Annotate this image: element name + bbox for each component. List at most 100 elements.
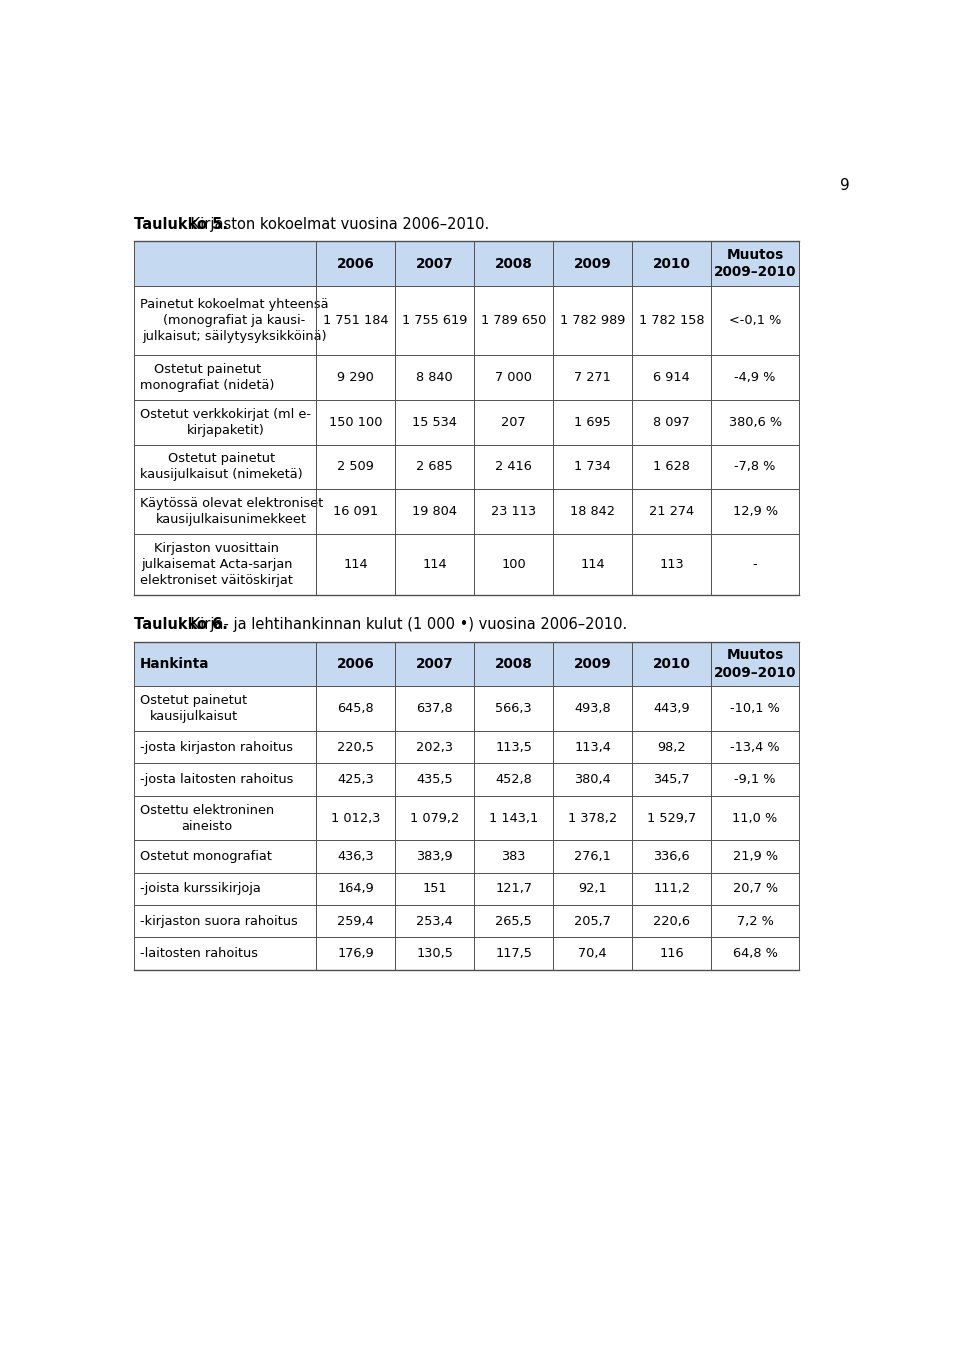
Text: 16 091: 16 091 [333, 505, 378, 517]
Bar [134, 872, 799, 905]
Text: -kirjaston suora rahoitus: -kirjaston suora rahoitus [140, 914, 298, 928]
Bar [134, 534, 799, 596]
Text: -josta laitosten rahoitus: -josta laitosten rahoitus [140, 773, 294, 786]
Text: 493,8: 493,8 [574, 702, 612, 715]
Text: -7,8 %: -7,8 % [734, 460, 776, 474]
Text: 1 143,1: 1 143,1 [489, 812, 539, 824]
Text: 176,9: 176,9 [337, 947, 374, 960]
Text: 220,5: 220,5 [337, 741, 374, 754]
Text: 64,8 %: 64,8 % [732, 947, 778, 960]
Text: 2010: 2010 [653, 256, 691, 271]
Text: 265,5: 265,5 [495, 914, 532, 928]
Text: 253,4: 253,4 [417, 914, 453, 928]
Text: 452,8: 452,8 [495, 773, 532, 786]
Text: 7 271: 7 271 [574, 371, 612, 385]
Text: 20,7 %: 20,7 % [732, 883, 778, 895]
Bar [134, 445, 799, 489]
Text: 130,5: 130,5 [417, 947, 453, 960]
Text: 2007: 2007 [416, 657, 453, 671]
Text: -10,1 %: -10,1 % [731, 702, 780, 715]
Text: -4,9 %: -4,9 % [734, 371, 776, 385]
Text: 100: 100 [501, 559, 526, 571]
Text: 443,9: 443,9 [654, 702, 690, 715]
Text: 336,6: 336,6 [654, 850, 690, 862]
Bar [134, 764, 799, 795]
Text: Muutos
2009–2010: Muutos 2009–2010 [714, 649, 797, 679]
Text: -joista kurssikirjoja: -joista kurssikirjoja [140, 883, 261, 895]
Text: 164,9: 164,9 [337, 883, 374, 895]
Text: Ostetut verkkokirjat (ml e-
kirjapaketit): Ostetut verkkokirjat (ml e- kirjapaketit… [140, 408, 311, 437]
Bar [134, 731, 799, 764]
Bar [134, 286, 799, 355]
Text: 2006: 2006 [337, 256, 374, 271]
Text: 114: 114 [344, 559, 368, 571]
Bar [134, 489, 799, 534]
Text: 7,2 %: 7,2 % [736, 914, 774, 928]
Text: 23 113: 23 113 [492, 505, 537, 517]
Text: 8 097: 8 097 [654, 416, 690, 428]
Text: Ostettu elektroninen
aineisto: Ostettu elektroninen aineisto [140, 804, 275, 832]
Text: 8 840: 8 840 [417, 371, 453, 385]
Bar [134, 905, 799, 938]
Text: 637,8: 637,8 [417, 702, 453, 715]
Text: Käytössä olevat elektroniset
kausijulkaisunimekkeet: Käytössä olevat elektroniset kausijulkai… [140, 497, 324, 526]
Text: -laitosten rahoitus: -laitosten rahoitus [140, 947, 258, 960]
Text: 121,7: 121,7 [495, 883, 532, 895]
Text: Ostetut monografiat: Ostetut monografiat [140, 850, 272, 862]
Text: 1 751 184: 1 751 184 [323, 314, 389, 327]
Text: 2006: 2006 [337, 657, 374, 671]
Text: 1 755 619: 1 755 619 [402, 314, 468, 327]
Text: 114: 114 [422, 559, 447, 571]
Text: Ostetut painetut
kausijulkaisut (nimeketä): Ostetut painetut kausijulkaisut (nimeket… [140, 452, 303, 482]
Text: Ostetut painetut
monografiat (nidetä): Ostetut painetut monografiat (nidetä) [140, 363, 275, 392]
Text: Kirja- ja lehtihankinnan kulut (1 000 •) vuosina 2006–2010.: Kirja- ja lehtihankinnan kulut (1 000 •)… [186, 617, 627, 632]
Text: 566,3: 566,3 [495, 702, 532, 715]
Text: 151: 151 [422, 883, 447, 895]
Text: 435,5: 435,5 [417, 773, 453, 786]
Text: Taulukko 6.: Taulukko 6. [134, 617, 228, 632]
Text: -josta kirjaston rahoitus: -josta kirjaston rahoitus [140, 741, 293, 754]
Text: 117,5: 117,5 [495, 947, 532, 960]
Text: 1 789 650: 1 789 650 [481, 314, 546, 327]
Bar [134, 241, 799, 286]
Text: 12,9 %: 12,9 % [732, 505, 778, 517]
Text: 113: 113 [660, 559, 684, 571]
Text: 1 782 158: 1 782 158 [639, 314, 705, 327]
Text: 202,3: 202,3 [416, 741, 453, 754]
Text: 1 734: 1 734 [574, 460, 612, 474]
Text: 116: 116 [660, 947, 684, 960]
Bar [134, 686, 799, 731]
Text: 6 914: 6 914 [654, 371, 690, 385]
Text: 19 804: 19 804 [412, 505, 457, 517]
Text: 1 628: 1 628 [654, 460, 690, 474]
Text: 1 782 989: 1 782 989 [560, 314, 625, 327]
Text: 220,6: 220,6 [654, 914, 690, 928]
Text: 11,0 %: 11,0 % [732, 812, 778, 824]
Text: 2008: 2008 [494, 657, 533, 671]
Text: -: - [753, 559, 757, 571]
Bar [134, 795, 799, 841]
Text: Taulukko 5.: Taulukko 5. [134, 218, 228, 231]
Bar [134, 841, 799, 872]
Text: 9 290: 9 290 [337, 371, 374, 385]
Text: -13,4 %: -13,4 % [731, 741, 780, 754]
Text: Kirjaston kokoelmat vuosina 2006–2010.: Kirjaston kokoelmat vuosina 2006–2010. [186, 218, 490, 231]
Text: 380,4: 380,4 [574, 773, 612, 786]
Bar [134, 355, 799, 400]
Text: 111,2: 111,2 [653, 883, 690, 895]
Text: 1 529,7: 1 529,7 [647, 812, 696, 824]
Text: 92,1: 92,1 [578, 883, 607, 895]
Text: Ostetut painetut
kausijulkaisut: Ostetut painetut kausijulkaisut [140, 694, 248, 723]
Text: 2009: 2009 [574, 657, 612, 671]
Text: 425,3: 425,3 [337, 773, 374, 786]
Bar [134, 400, 799, 445]
Text: 9: 9 [840, 178, 850, 193]
Text: 2010: 2010 [653, 657, 691, 671]
Bar [134, 938, 799, 969]
Text: 1 079,2: 1 079,2 [410, 812, 459, 824]
Text: 259,4: 259,4 [337, 914, 374, 928]
Text: 383: 383 [501, 850, 526, 862]
Text: 383,9: 383,9 [417, 850, 453, 862]
Text: 21,9 %: 21,9 % [732, 850, 778, 862]
Text: 2007: 2007 [416, 256, 453, 271]
